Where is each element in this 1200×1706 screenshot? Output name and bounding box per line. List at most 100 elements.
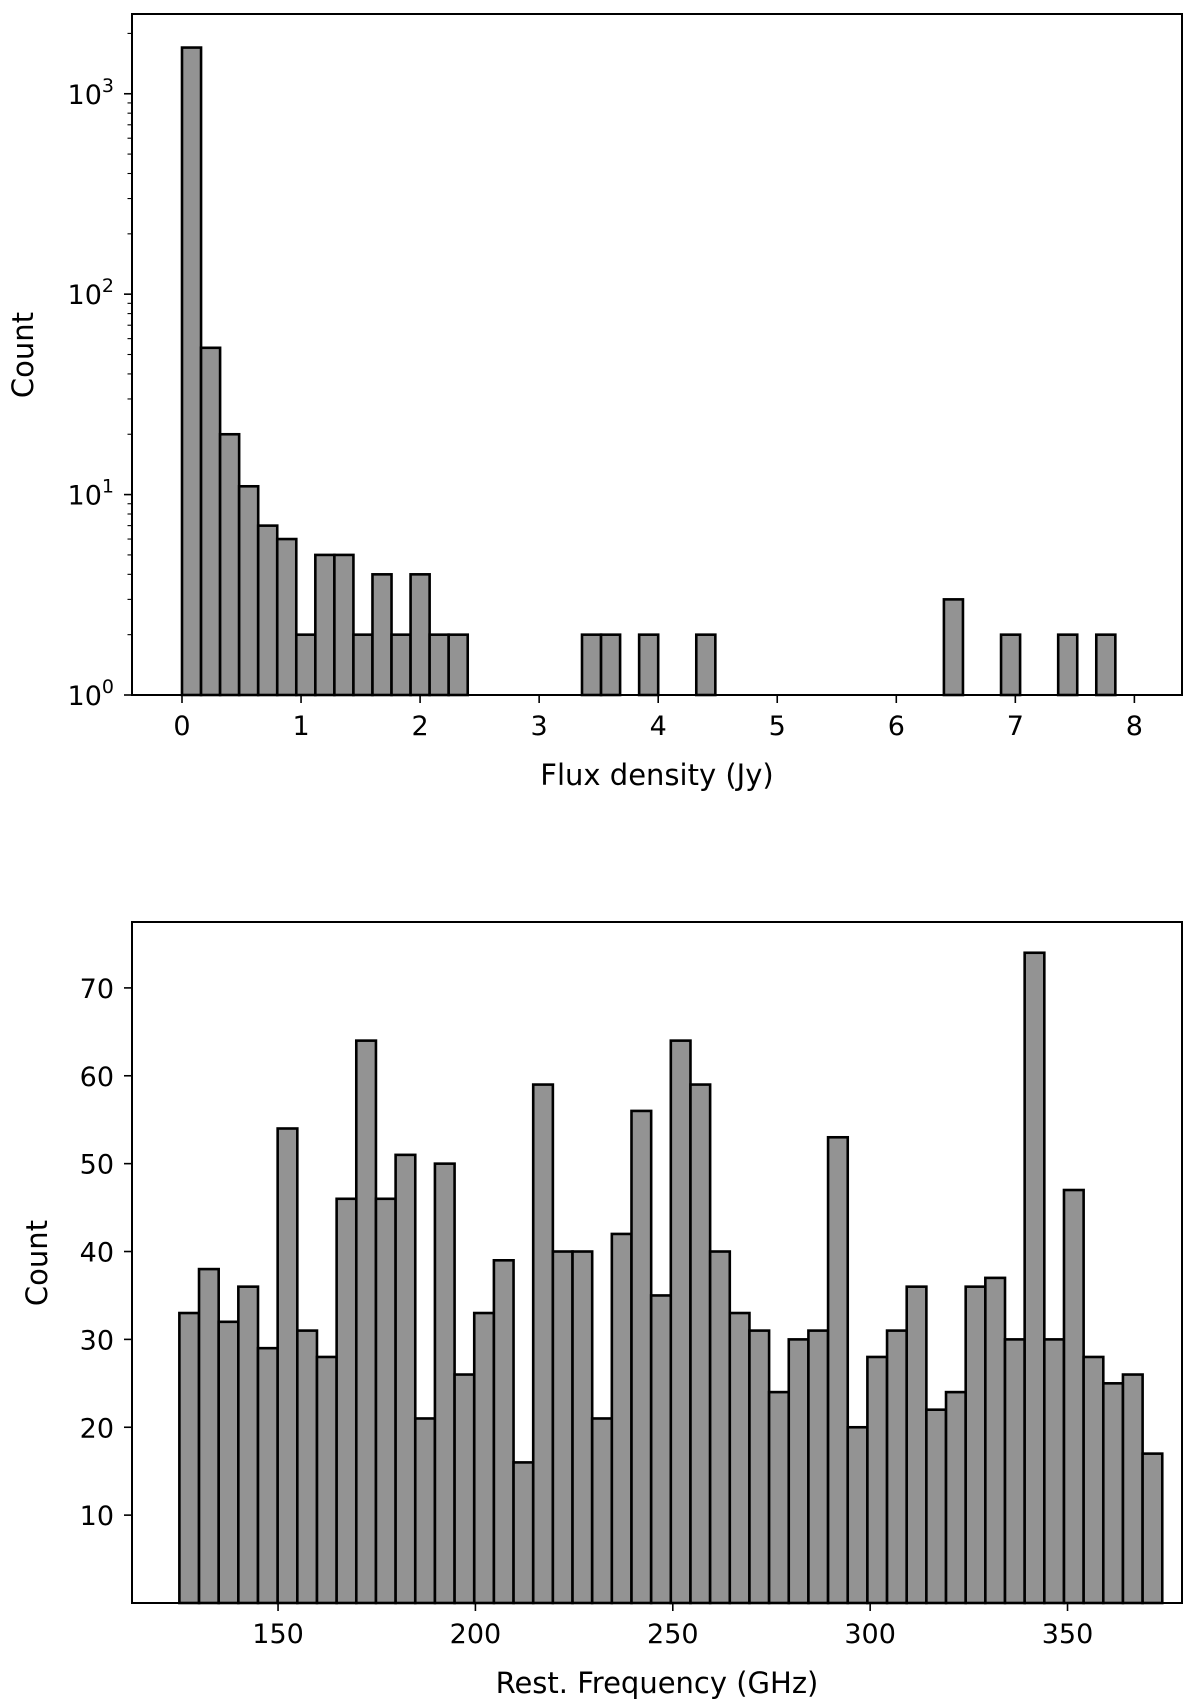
frequency-bar [728, 1311, 751, 1605]
frequency-bar [551, 1250, 574, 1605]
flux-x-tick-label: 3 [531, 711, 548, 742]
flux-y-tick-label: 103 [68, 75, 114, 111]
flux-y-axis-ticks: 100 101 102 103 [68, 32, 132, 712]
frequency-x-tick-label: 200 [450, 1619, 502, 1650]
frequency-bar [630, 1109, 653, 1605]
flux-bar [294, 633, 317, 697]
frequency-x-tick-label: 300 [844, 1619, 896, 1650]
frequency-bar [394, 1153, 417, 1605]
frequency-bar [178, 1311, 201, 1605]
flux-x-tick-label: 0 [173, 711, 190, 742]
frequency-bar [944, 1390, 967, 1605]
flux-bar [390, 633, 412, 697]
frequency-bar [787, 1338, 810, 1605]
rest-frequency-histogram: 150 200 250 300 350 10 20 30 40 50 60 70 Rest. Fre… [20, 921, 1183, 1700]
frequency-bar [748, 1329, 771, 1605]
frequency-bar [374, 1197, 397, 1605]
frequency-bar [512, 1461, 535, 1605]
flux-y-tick-label: 102 [68, 275, 114, 311]
frequency-bar [571, 1250, 594, 1605]
frequency-bar [649, 1294, 673, 1605]
frequency-x-axis-label: Rest. Frequency (GHz) [496, 1666, 819, 1700]
frequency-bar [905, 1285, 928, 1605]
frequency-bar [1043, 1338, 1066, 1605]
flux-bar [1056, 633, 1079, 697]
frequency-bar [296, 1329, 319, 1605]
flux-bar [599, 633, 622, 697]
frequency-bar [708, 1250, 732, 1605]
frequency-bar [531, 1083, 555, 1605]
flux-bars [180, 46, 1117, 697]
flux-x-tick-label: 8 [1126, 711, 1143, 742]
frequency-bar [669, 1039, 692, 1605]
flux-bar [218, 432, 241, 697]
frequency-bar [1003, 1338, 1026, 1605]
frequency-bar [492, 1259, 515, 1605]
frequency-bar [433, 1162, 456, 1605]
frequency-bar [237, 1285, 260, 1605]
frequency-y-tick-label: 60 [80, 1062, 114, 1093]
frequency-y-tick-label: 30 [80, 1325, 114, 1356]
flux-bar [371, 573, 393, 697]
frequency-y-tick-label: 20 [80, 1413, 114, 1444]
flux-bar [942, 598, 965, 697]
frequency-bar [1141, 1452, 1164, 1605]
flux-plot-frame [131, 13, 1183, 696]
frequency-bar [276, 1127, 299, 1605]
flux-y-axis-label: Count [6, 312, 40, 398]
frequency-bar [610, 1232, 633, 1605]
flux-bar [256, 524, 279, 697]
frequency-bar [767, 1390, 791, 1605]
frequency-bar [335, 1197, 358, 1605]
frequency-y-tick-label: 50 [80, 1150, 114, 1181]
frequency-y-tick-label: 70 [80, 974, 114, 1005]
frequency-bar [1121, 1373, 1144, 1605]
flux-bar [447, 633, 470, 697]
frequency-y-axis-ticks: 10 20 30 40 50 60 70 [80, 974, 132, 1532]
flux-density-histogram: 0 1 2 3 4 5 6 7 8 100 101 102 103 Flux density (Jy)… [6, 13, 1183, 792]
frequency-bar [590, 1417, 614, 1605]
flux-x-tick-label: 5 [769, 711, 786, 742]
frequency-bar [984, 1276, 1007, 1605]
frequency-y-axis-label: Count [20, 1220, 54, 1306]
frequency-plot-frame [131, 921, 1183, 1604]
frequency-bar [1101, 1382, 1125, 1605]
flux-y-tick-label: 100 [68, 676, 114, 712]
frequency-bar [197, 1267, 220, 1605]
flux-x-axis-ticks: 0 1 2 3 4 5 6 7 8 [173, 695, 1143, 742]
flux-bar [694, 633, 717, 697]
frequency-bar [1062, 1188, 1085, 1605]
flux-y-tick-label: 101 [68, 476, 114, 512]
frequency-x-tick-label: 350 [1042, 1619, 1094, 1650]
frequency-x-axis-ticks: 150 200 250 300 350 [252, 1603, 1093, 1650]
flux-bar [428, 633, 450, 697]
flux-bar [637, 633, 660, 697]
frequency-bar [413, 1417, 437, 1605]
flux-bar [1094, 633, 1117, 697]
frequency-bar [256, 1346, 279, 1605]
frequency-bar [826, 1135, 850, 1605]
frequency-x-tick-label: 250 [647, 1619, 699, 1650]
flux-bar [580, 633, 603, 697]
frequency-bar [217, 1320, 240, 1605]
frequency-bar [689, 1083, 712, 1605]
frequency-y-tick-label: 10 [80, 1501, 114, 1532]
flux-x-tick-label: 2 [412, 711, 429, 742]
flux-x-tick-label: 1 [292, 711, 309, 742]
frequency-bar [1023, 951, 1046, 1605]
flux-x-axis-label: Flux density (Jy) [540, 758, 773, 792]
frequency-bar [846, 1425, 869, 1605]
frequency-bars [178, 951, 1164, 1605]
flux-bar [180, 46, 203, 697]
flux-x-tick-label: 7 [1007, 711, 1024, 742]
frequency-bar [354, 1039, 378, 1605]
flux-bar [314, 553, 336, 697]
frequency-bar [472, 1311, 496, 1605]
flux-bar [275, 537, 298, 697]
flux-x-tick-label: 4 [650, 711, 667, 742]
frequency-x-tick-label: 150 [252, 1619, 304, 1650]
frequency-bar [964, 1285, 987, 1605]
frequency-bar [885, 1329, 909, 1605]
frequency-bar [453, 1373, 476, 1605]
